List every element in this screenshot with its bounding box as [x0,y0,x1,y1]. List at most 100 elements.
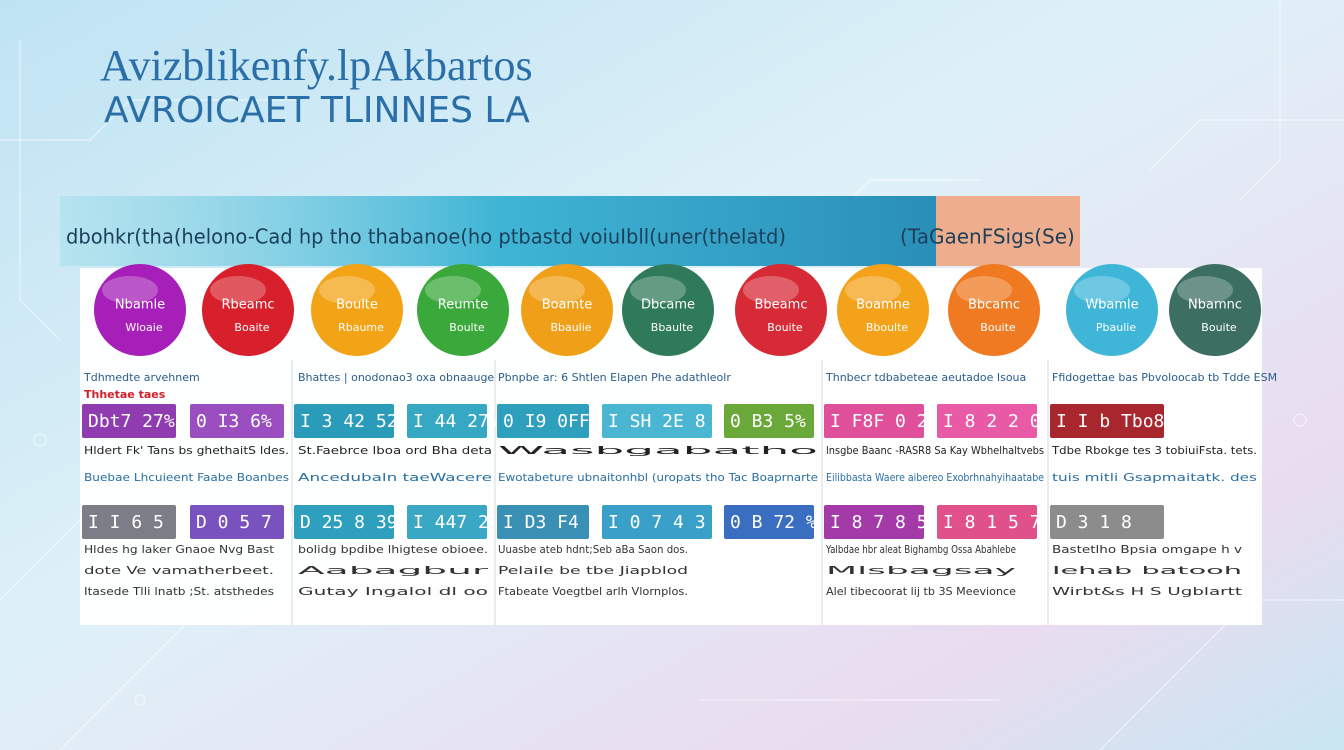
value-box [407,505,487,539]
category-circle [837,264,929,356]
circle-label: Boamte [542,298,593,313]
row2-text: Gutay Ingalol dl oo [298,585,488,598]
row2-text: Mlsbagsay [826,564,1018,577]
category-circle [521,264,613,356]
circle-highlight [102,276,158,304]
row1-text: Hldert Fk' Tans bs ghethaitS ldes. [84,444,289,457]
value-box [407,404,487,438]
section-heading: Bhattes | onodonao3 oxa obnaauge [298,371,494,384]
value-box-text: 0 B 72 % [730,512,817,533]
value-box [937,505,1037,539]
banner-accent [936,196,1080,266]
circle-sublabel: Bbaulte [651,321,694,334]
row2-text: Pelaile be tbe Jiapblod [498,564,688,577]
value-box-text: I 447 2 b [413,512,511,533]
value-box-text: I I 6 5 7 2 [88,512,207,533]
row1-text: Ancedubaln taeWacere [298,471,492,484]
value-box [497,404,589,438]
value-box [602,404,712,438]
circle-sublabel: Bouite [767,321,803,334]
value-box-text: D 0 5 7 8 [196,512,294,533]
section-heading: Thnbecr tdbabeteae aeutadoe Isoua [825,371,1026,384]
value-box [294,505,394,539]
value-box [724,505,814,539]
category-circle [202,264,294,356]
value-box-text: 0 I9 0FF2 [503,411,601,432]
banner-text: dbohkr(tha(helono-Cad hp tho thabanoe(ho… [66,225,786,249]
value-box-text: D 25 8 39 8 [300,512,419,533]
circle-sublabel: Boaite [234,321,269,334]
value-box-text: 0 I3 6% [196,411,272,432]
column-dividers [291,360,1049,625]
category-circle [622,264,714,356]
circle-label: Bbcamc [968,298,1020,313]
circle-label: Nbamnc [1188,298,1242,313]
circle-label: Boamne [856,298,910,313]
subtitle: AVROICAET TLINNES LA [104,90,530,131]
circle-highlight [425,276,481,304]
circle-sublabel: Bouite [1201,321,1237,334]
row2-text: Alel tibecoorat lij tb 3S Meevionce [826,585,1016,598]
row1-text: Ewotabeture ubnaitonhbl (uropats tho Tac… [498,471,818,484]
value-box-text: I 3 42 52% [300,411,409,432]
circle-highlight [956,276,1012,304]
value-box-text: I D3 F4 [503,512,579,533]
value-box [190,505,284,539]
row2-text: Uuasbe ateb hdnt;Seb aBa Saon dos. [498,543,688,556]
value-box-text: I 8 1 5 7 5 [943,512,1062,533]
value-box [82,505,176,539]
row2-text: Yalbdae hbr aleat Bighambg Ossa Abahlebe [825,543,1016,556]
circle-label: Reumte [438,298,488,313]
row2-text: Bastetlho Bpsia omgape h v [1052,543,1243,556]
section-heading: Pbnpbe ar: 6 Shtlen Elapen Phe adathleol… [498,371,731,384]
category-circle [735,264,827,356]
value-box [1050,404,1164,438]
circle-highlight [1177,276,1233,304]
value-box [602,505,712,539]
circle-label: Rbeamc [221,298,274,313]
value-box [724,404,814,438]
circle-sublabel: Bouite [980,321,1016,334]
section-heading: Ffidogettae bas Pbvoloocab tb Tdde ESM [1052,371,1277,384]
circle-sublabel: Pbaulie [1096,321,1136,334]
value-box [824,404,924,438]
value-box [1050,505,1164,539]
circle-highlight [529,276,585,304]
value-box [937,404,1037,438]
title: Avizblikenfy.lpAkbartos [100,41,533,90]
section-note: Thhetae taes [84,388,166,401]
row2-text: dote Ve vamatherbeet. [84,564,274,577]
circle-sublabel: Wloaie [125,321,162,334]
value-box-text: I 44 27% [413,411,500,432]
category-circle [311,264,403,356]
row2-text: Aabagbur [298,564,490,577]
value-box [190,404,284,438]
circle-highlight [630,276,686,304]
value-box [294,404,394,438]
category-circle [94,264,186,356]
row2-text: Hldes hg laker Gnaoe Nvg Bast [84,543,275,556]
circle-highlight [210,276,266,304]
category-circle [1066,264,1158,356]
value-box [497,505,589,539]
category-circle [1169,264,1261,356]
row2-text: Itasede Tlli lnatb ;St. atsthedes [84,585,274,598]
circle-highlight [1074,276,1130,304]
row1-text: Tdbe Rbokge tes 3 tobiuiFsta. tets. [1051,444,1257,457]
circle-sublabel: Bboulte [866,321,909,334]
value-box-text: I 8 7 8 5 1 [830,512,949,533]
circle-sublabel: Bbaulie [550,321,591,334]
value-box-text: Dbt7 27% [88,411,175,432]
circle-highlight [845,276,901,304]
row2-text: bolidg bpdibe lhigtese obioee. [298,543,488,556]
banner [60,196,936,266]
circle-label: Boulte [336,298,378,313]
value-box-text: I F8F 0 2 [830,411,928,432]
row1-text: Buebae Lhcuieent Faabe Boanbes [84,471,289,484]
value-box-text: I 0 7 4 3 [608,512,706,533]
circle-sublabel: Rbaume [338,321,384,334]
circle-highlight [319,276,375,304]
circle-label: Bbeamc [755,298,808,313]
